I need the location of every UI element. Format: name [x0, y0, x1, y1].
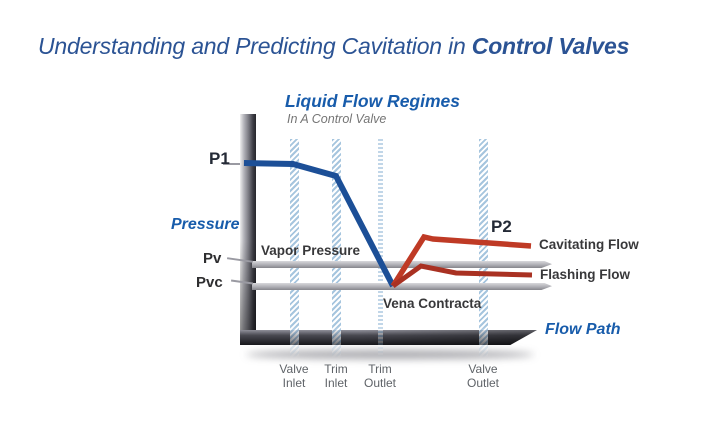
p1-label: P1: [209, 149, 230, 168]
station-label-line: Valve: [468, 362, 498, 376]
pvc-level-band: [252, 283, 552, 290]
page-title-bold: Control Valves: [471, 33, 630, 59]
chart-subtitle: In A Control Valve: [287, 112, 387, 126]
station-label-valve-inlet: Valve Inlet: [259, 362, 329, 390]
station-label-line: Trim: [368, 362, 392, 376]
station-label-line: Valve: [279, 362, 309, 376]
p2-label: P2: [491, 217, 512, 236]
station-label-line: Trim: [324, 362, 348, 376]
vena-contracta-label: Vena Contracta: [383, 296, 482, 311]
pv-label: Pv: [203, 250, 222, 267]
station-label-line: Inlet: [282, 376, 306, 390]
station-label-line: Outlet: [363, 376, 396, 390]
pvc-label: Pvc: [196, 274, 223, 291]
station-label-trim-outlet: Trim Outlet: [345, 362, 415, 390]
station-label-line: Outlet: [466, 376, 499, 390]
x-axis-bar: [240, 330, 537, 345]
station-band-valve-outlet: [478, 139, 488, 358]
station-label-valve-outlet: Valve Outlet: [448, 362, 518, 390]
chart-title: Liquid Flow Regimes: [285, 91, 461, 111]
pv-level-band: [252, 261, 552, 268]
page-title: Understanding and Predicting Cavitation …: [38, 33, 698, 60]
station-label-trim-inlet: Trim Inlet: [301, 362, 371, 390]
p1-tick: [223, 163, 240, 165]
vapor-pressure-label: Vapor Pressure: [261, 243, 361, 258]
x-axis-shadow: [246, 350, 534, 359]
cavitating-flow-label: Cavitating Flow: [539, 237, 639, 252]
station-band-trim-outlet: [377, 139, 383, 358]
station-label-line: Inlet: [324, 376, 348, 390]
page-title-regular: Understanding and Predicting Cavitation …: [38, 33, 472, 59]
y-axis-label: Pressure: [171, 216, 240, 233]
x-axis-label: Flow Path: [545, 321, 621, 338]
flashing-flow-label: Flashing Flow: [540, 267, 630, 282]
y-axis-bar: [240, 114, 256, 345]
